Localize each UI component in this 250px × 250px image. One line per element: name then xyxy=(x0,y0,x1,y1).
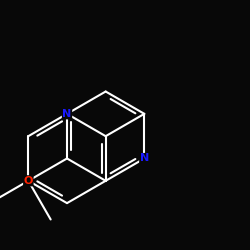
Text: O: O xyxy=(24,176,33,186)
Text: N: N xyxy=(62,109,72,119)
Text: N: N xyxy=(140,154,149,164)
